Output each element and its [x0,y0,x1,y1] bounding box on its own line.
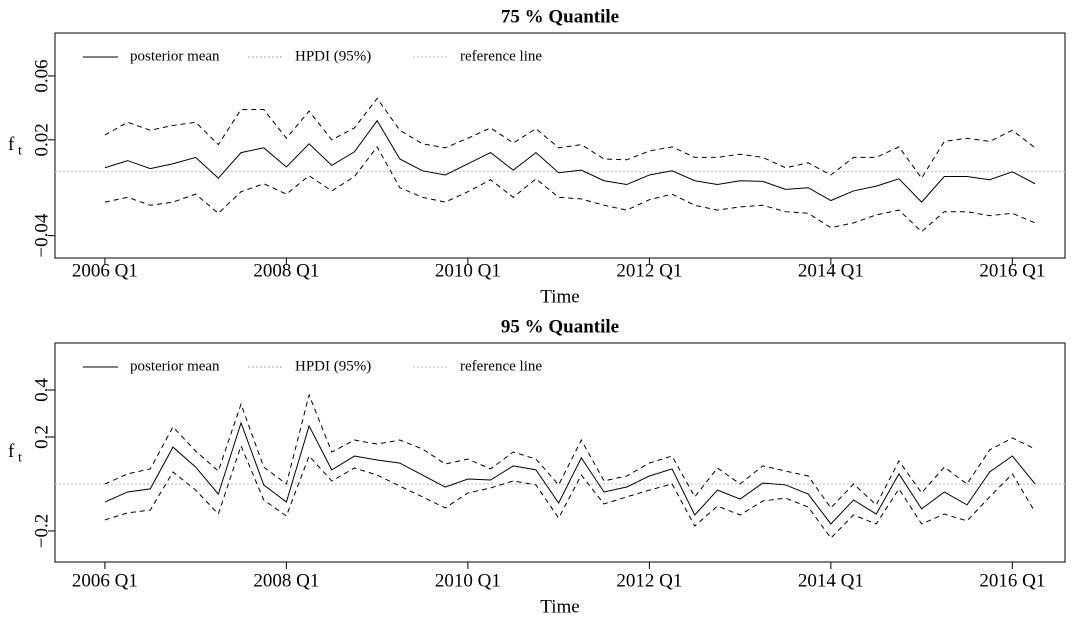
y-axis-label-sub: t [18,451,22,466]
x-tick-label: 2008 Q1 [253,570,319,591]
x-tick-label: 2010 Q1 [435,260,501,281]
series-line [104,97,1036,180]
series-line [104,393,1036,509]
x-tick-label: 2014 Q1 [798,570,864,591]
x-tick-label: 2006 Q1 [72,260,138,281]
x-tick-label: 2016 Q1 [979,570,1045,591]
legend-label: HPDI (95%) [295,48,371,64]
legend-label: reference line [460,358,542,374]
series-line [104,421,1036,525]
y-tick-label: 0.4 [31,378,52,402]
y-axis-label: f [8,134,15,155]
legend-label: posterior mean [130,358,220,374]
chart-title: 75 % Quantile [501,6,619,27]
legend-label: HPDI (95%) [295,358,371,374]
y-axis-label: f [8,441,15,462]
legend-label: reference line [460,48,542,64]
y-tick-label: −0.04 [31,213,52,257]
plot-frame [54,342,1066,563]
y-axis-label-sub: t [18,144,22,159]
y-tick-label: 0.02 [31,123,52,156]
x-tick-label: 2012 Q1 [616,570,682,591]
x-tick-label: 2012 Q1 [616,260,682,281]
plot-frame [54,32,1066,259]
x-tick-label: 2010 Q1 [435,570,501,591]
series-line [104,119,1036,203]
x-axis-label: Time [540,596,579,617]
x-tick-label: 2016 Q1 [979,260,1045,281]
chart-title: 95 % Quantile [501,316,619,337]
x-tick-label: 2008 Q1 [253,260,319,281]
y-tick-label: 0.06 [31,59,52,92]
x-axis-label: Time [540,286,579,307]
series-line [104,145,1036,233]
x-tick-label: 2014 Q1 [798,260,864,281]
y-tick-label: −0.2 [31,514,52,548]
x-tick-label: 2006 Q1 [72,570,138,591]
legend-label: posterior mean [130,48,220,64]
y-tick-label: 0.2 [31,425,52,449]
series-line [104,444,1036,539]
